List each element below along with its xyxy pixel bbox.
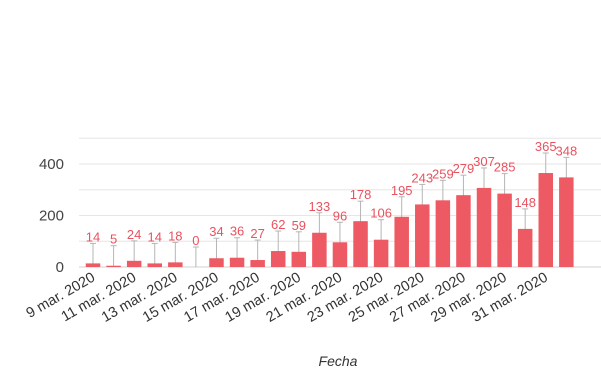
data-label: 96 <box>333 208 347 223</box>
bar <box>559 177 574 267</box>
data-label: 148 <box>514 195 536 210</box>
data-label: 14 <box>86 229 100 244</box>
data-label: 307 <box>473 154 495 169</box>
bar <box>85 263 101 267</box>
bars <box>85 173 574 267</box>
bar <box>476 187 492 267</box>
data-label: 279 <box>453 161 475 176</box>
data-label: 36 <box>230 224 244 239</box>
bar <box>291 251 307 267</box>
bar <box>373 239 389 267</box>
bar <box>435 200 451 267</box>
bar <box>312 232 327 267</box>
bar <box>250 260 265 267</box>
bar <box>106 265 121 267</box>
data-label: 365 <box>535 139 557 154</box>
data-label: 59 <box>292 218 306 233</box>
bar <box>456 195 471 267</box>
bar <box>147 263 162 267</box>
y-axis-ticks: 0 200 400 <box>39 156 64 276</box>
bar <box>353 221 368 267</box>
bar <box>126 260 142 267</box>
bar <box>332 242 348 267</box>
bar <box>168 262 183 267</box>
y-tick-label: 200 <box>39 208 64 225</box>
bar <box>270 251 286 267</box>
bar <box>538 173 554 267</box>
data-label: 18 <box>168 228 182 243</box>
bar <box>209 258 224 267</box>
data-label: 178 <box>350 187 372 202</box>
x-axis-title: Fecha <box>319 353 358 369</box>
bar <box>497 193 512 267</box>
bar <box>415 204 430 267</box>
data-label: 27 <box>250 226 264 241</box>
data-label: 14 <box>148 229 162 244</box>
data-label: 285 <box>494 160 516 175</box>
data-label: 106 <box>370 206 392 221</box>
bar <box>229 257 245 267</box>
data-label: 195 <box>391 183 413 198</box>
data-label: 259 <box>432 166 454 181</box>
data-label: 24 <box>127 227 141 242</box>
data-label: 243 <box>411 170 433 185</box>
bar <box>394 216 409 267</box>
y-tick-label: 400 <box>39 156 64 173</box>
data-label: 5 <box>110 232 117 247</box>
data-label: 62 <box>271 217 285 232</box>
data-label: 133 <box>309 199 331 214</box>
y-tick-label: 0 <box>56 259 64 276</box>
data-label: 34 <box>209 224 223 239</box>
data-label: 348 <box>555 143 577 158</box>
bar <box>517 228 533 267</box>
data-label: 0 <box>192 233 199 248</box>
